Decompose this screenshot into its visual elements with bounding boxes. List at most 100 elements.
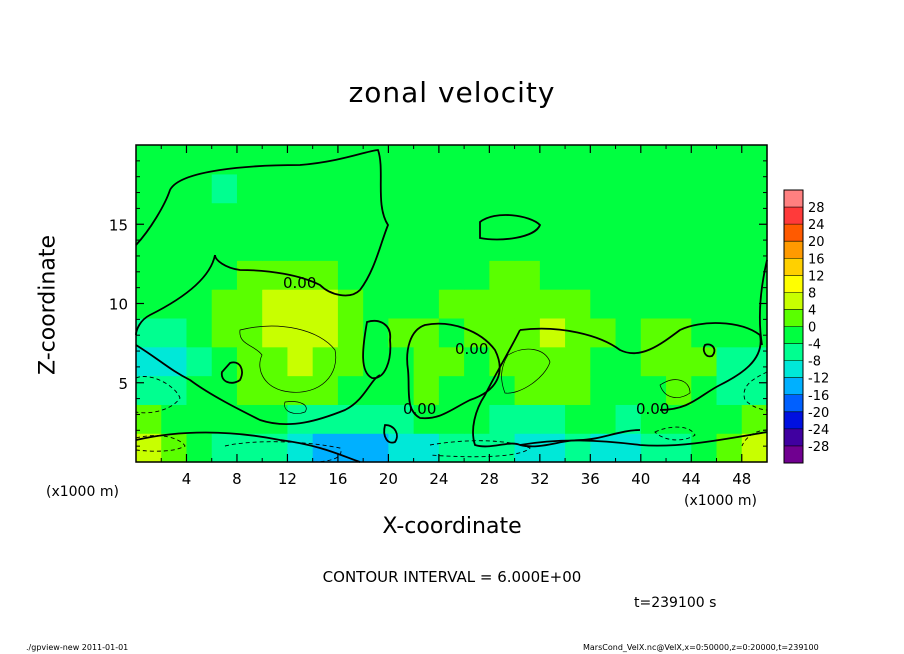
heatmap-cell	[312, 317, 339, 348]
heatmap-cell	[186, 317, 213, 348]
heatmap-cell	[489, 202, 516, 233]
heatmap-cell	[186, 202, 213, 233]
heatmap-cell	[211, 202, 238, 233]
contour-interval-label: CONTOUR INTERVAL = 6.000E+00	[322, 568, 582, 586]
x-tick-label: 24	[429, 470, 448, 488]
heatmap-cell	[716, 173, 743, 204]
heatmap-cell	[741, 346, 768, 377]
contour-line-thin	[239, 325, 337, 393]
heatmap-cell	[161, 289, 188, 319]
x-tick-label: 8	[232, 470, 242, 488]
heatmap-cell	[211, 289, 238, 319]
heatmap-cell	[262, 173, 289, 204]
heatmap-cell	[438, 289, 465, 319]
x-tick-label: 44	[682, 470, 701, 488]
heatmap-cell	[640, 260, 667, 290]
y-tick-label: 10	[109, 296, 128, 314]
heatmap-cell	[489, 404, 516, 434]
heatmap-cell	[615, 289, 642, 319]
x-tick-label: 40	[631, 470, 650, 488]
footer-right-text: MarsCond_VelX.nc@VelX,x=0:50000,z=0:2000…	[583, 643, 819, 652]
colorbar-label: 20	[808, 235, 825, 250]
heatmap-cell	[186, 404, 213, 434]
heatmap-cell	[413, 375, 440, 405]
heatmap-cell	[236, 346, 263, 377]
heatmap-cell	[691, 433, 718, 463]
heatmap-cell	[464, 433, 490, 463]
heatmap-cell	[388, 289, 415, 319]
heatmap-cell	[413, 317, 440, 348]
heatmap-cell	[716, 346, 743, 377]
heatmap-cell	[565, 346, 591, 377]
contour-line-thin	[501, 348, 551, 394]
heatmap-cell	[691, 404, 718, 434]
heatmap-cell	[337, 145, 364, 175]
heatmap-cell	[716, 260, 743, 290]
contour-line-thin	[284, 401, 307, 414]
heatmap-cell	[388, 145, 415, 175]
heatmap-cell	[413, 145, 440, 175]
heatmap-cell	[388, 202, 415, 233]
heatmap-cell	[413, 289, 440, 319]
contour-line	[702, 343, 716, 358]
heatmap-cell	[236, 145, 263, 175]
contour-line	[472, 329, 641, 448]
contour-line-thin	[659, 379, 691, 398]
heatmap-cell	[590, 289, 617, 319]
heatmap-cell	[438, 346, 465, 377]
heatmap-cell	[388, 346, 415, 377]
heatmap-cell	[666, 433, 692, 463]
heatmap-cell	[262, 260, 289, 290]
heatmap-cell	[262, 346, 289, 377]
heatmap-cell	[691, 202, 718, 233]
x-tick-label: 4	[182, 470, 192, 488]
heatmap-cell	[413, 202, 440, 233]
heatmap-cell	[640, 173, 667, 204]
colorbar-label: 8	[808, 286, 816, 301]
heatmap-cell	[691, 260, 718, 290]
heatmap-cell	[388, 260, 415, 290]
heatmap-cell	[262, 231, 289, 261]
heatmap-cell	[438, 202, 465, 233]
heatmap-cell	[590, 202, 617, 233]
heatmap-cell	[514, 173, 541, 204]
heatmap-cell	[438, 404, 465, 434]
contour-line	[135, 431, 361, 463]
heatmap-cell	[413, 346, 440, 377]
x-axis-label: X-coordinate	[382, 514, 522, 539]
heatmap-cell	[565, 375, 591, 405]
heatmap-cell	[438, 260, 465, 290]
heatmap-cell	[161, 231, 188, 261]
heatmap-cell	[691, 289, 718, 319]
heatmap-cell	[236, 433, 263, 463]
heatmap-cell	[741, 202, 768, 233]
heatmap-cell	[136, 317, 162, 348]
heatmap-cell	[464, 260, 490, 290]
colorbar-label: -28	[808, 440, 829, 455]
heatmap-cell	[211, 346, 238, 377]
heatmap-cell	[489, 317, 516, 348]
heatmap-cell	[489, 231, 516, 261]
heatmap-cell	[666, 231, 692, 261]
heatmap-cell	[489, 433, 516, 463]
heatmap-cell	[590, 260, 617, 290]
heatmap-cell	[615, 433, 642, 463]
heatmap-cell	[186, 289, 213, 319]
heatmap-cell	[640, 231, 667, 261]
heatmap-cell	[236, 317, 263, 348]
heatmap-cell	[716, 404, 743, 434]
heatmap-cell	[136, 375, 162, 405]
heatmap-cell	[262, 317, 289, 348]
heatmap-cell	[539, 173, 566, 204]
heatmap-cell	[514, 145, 541, 175]
heatmap-cell	[312, 260, 339, 290]
heatmap-cell	[464, 202, 490, 233]
heatmap-cell	[539, 375, 566, 405]
heatmap-cell	[211, 173, 238, 204]
heatmap-cell	[464, 346, 490, 377]
heatmap-cell	[741, 433, 768, 463]
heatmap-cell	[666, 202, 692, 233]
heatmap-cell	[388, 433, 415, 463]
colorbar-segment	[784, 224, 803, 242]
